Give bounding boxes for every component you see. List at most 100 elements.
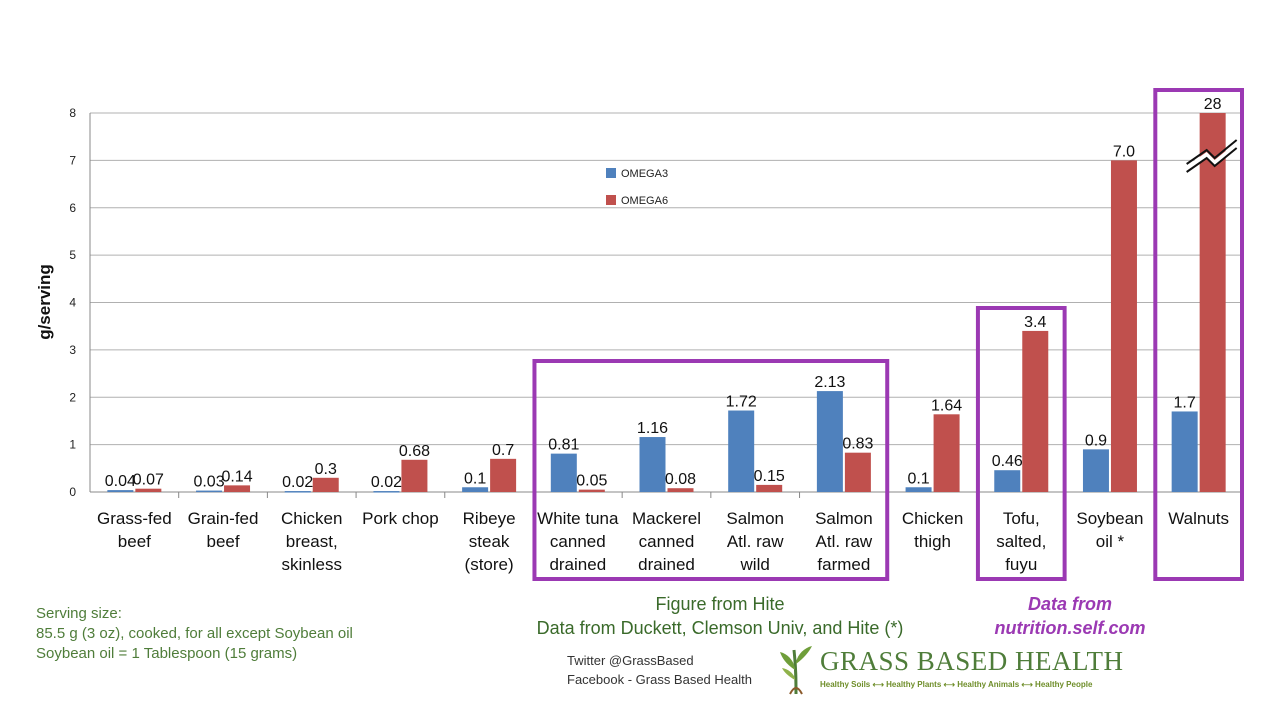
category-label: Pork chop <box>362 509 439 528</box>
omega3-value-label: 0.04 <box>105 473 136 490</box>
category-label: Salmon <box>726 509 784 528</box>
y-tick-label: 8 <box>69 106 76 120</box>
omega6-value-label: 28 <box>1204 96 1222 113</box>
omega6-value-label: 0.05 <box>576 473 607 490</box>
y-tick-label: 7 <box>69 153 76 167</box>
omega3-bar <box>905 487 932 492</box>
category-label: fuyu <box>1005 555 1037 574</box>
omega6-value-label: 0.14 <box>221 468 252 485</box>
omega6-value-label: 7.0 <box>1113 143 1135 160</box>
omega6-value-label: 3.4 <box>1024 314 1046 331</box>
legend: OMEGA3 OMEGA6 <box>606 168 668 207</box>
omega6-value-label: 0.68 <box>399 443 430 460</box>
omega3-bar <box>1082 449 1109 492</box>
logo-title: GRASS BASED HEALTH <box>820 646 1124 676</box>
omega3-bar <box>1171 411 1198 492</box>
break-line <box>1186 147 1238 173</box>
omega6-value-label: 1.64 <box>931 397 962 414</box>
omega3-bar <box>373 491 400 493</box>
omega6-bar <box>312 477 339 492</box>
y-tick-label: 2 <box>69 390 76 404</box>
break-mask <box>1186 142 1237 172</box>
category-label: Tofu, <box>1003 509 1040 528</box>
omega6-bar <box>224 485 251 492</box>
category-label: steak <box>469 532 510 551</box>
omega3-value-label: 0.1 <box>464 470 486 487</box>
category-label: White tuna <box>537 509 619 528</box>
omega3-value-label: 0.1 <box>907 470 929 487</box>
category-label: farmed <box>817 555 870 574</box>
selfcom-line-1: Data from <box>1027 594 1112 614</box>
category-label: Ribeye <box>463 509 516 528</box>
highlight-box <box>532 359 890 581</box>
category-label: Chicken <box>902 509 963 528</box>
legend-omega6-label: OMEGA6 <box>621 195 668 207</box>
category-label: beef <box>118 532 151 551</box>
omega6-bar <box>1199 113 1226 492</box>
omega3-bar <box>107 490 134 492</box>
category-label: drained <box>638 555 695 574</box>
category-label: skinless <box>281 555 341 574</box>
twitter-handle: Twitter @GrassBased <box>567 653 694 668</box>
category-label: canned <box>639 532 695 551</box>
omega6-value-label: 0.07 <box>133 472 164 489</box>
category-label: beef <box>206 532 239 551</box>
grass-sprout-icon <box>780 646 812 695</box>
y-tick-label: 6 <box>69 201 76 215</box>
hite-source-note: Figure from Hite Data from Duckett, Clem… <box>480 592 960 640</box>
omega6-bar <box>578 489 605 492</box>
omega3-bar <box>994 470 1021 492</box>
y-axis-ticks: 0 1 2 3 4 5 6 7 8 <box>69 106 76 499</box>
serving-line: Serving size: <box>36 605 122 622</box>
omega3-value-label: 2.13 <box>814 374 845 391</box>
omega6-value-label: 0.15 <box>754 468 785 485</box>
break-line <box>1186 139 1238 165</box>
highlight-box <box>975 306 1067 581</box>
omega3-bar <box>284 491 311 493</box>
omega6-bar <box>756 484 783 492</box>
omega6-value-label: 0.83 <box>842 436 873 453</box>
category-label: Salmon <box>815 509 873 528</box>
hite-line-2: Data from Duckett, Clemson Univ, and Hit… <box>536 618 904 638</box>
category-label: drained <box>549 555 606 574</box>
omega3-bar <box>196 490 223 493</box>
omega3-bar <box>550 453 577 492</box>
serving-line: 85.5 g (3 oz), cooked, for all except So… <box>36 625 353 642</box>
category-label: thigh <box>914 532 951 551</box>
category-label: Grass-fed <box>97 509 172 528</box>
y-tick-label: 5 <box>69 248 76 262</box>
omega3-value-label: 1.7 <box>1174 394 1196 411</box>
y-tick-label: 0 <box>69 485 76 499</box>
omega3-value-label: 0.46 <box>992 453 1023 470</box>
category-label: Atl. raw <box>816 532 873 551</box>
selfcom-line-2: nutrition.self.com <box>994 618 1146 638</box>
omega3-value-label: 0.02 <box>371 474 402 491</box>
category-labels: Grass-fed beef Grain-fed beef Chicken breast,… <box>97 509 1229 574</box>
omega6-value-label: 0.7 <box>492 442 514 459</box>
highlight-box <box>1153 88 1245 581</box>
value-labels: 0.040.07 0.030.14 0.020.30.020.680.10.7 0.8… <box>105 96 1222 491</box>
category-label: Walnuts <box>1168 509 1229 528</box>
omega6-bar <box>933 414 960 492</box>
omega6-bar <box>1022 330 1049 492</box>
legend-omega6-swatch <box>606 195 616 205</box>
omega3-value-label: 0.02 <box>282 474 313 491</box>
category-label: oil * <box>1096 532 1125 551</box>
omega3-bar <box>462 487 489 492</box>
omega3-value-label: 1.16 <box>637 420 668 437</box>
logo-tagline: Healthy Soils ⟷ Healthy Plants ⟷ Healthy… <box>820 680 1093 689</box>
omega6-bar <box>1110 160 1137 492</box>
omega3-bar <box>639 437 666 492</box>
omega6-bar <box>667 488 694 492</box>
facebook-page: Facebook - Grass Based Health <box>567 672 752 687</box>
grass-based-health-logo: GRASS BASED HEALTH Healthy Soils ⟷ Healt… <box>776 640 1123 696</box>
serving-line: Soybean oil = 1 Tablespoon (15 grams) <box>36 645 298 662</box>
omega6-value-label: 0.08 <box>665 471 696 488</box>
omega6-value-label: 0.3 <box>315 461 337 478</box>
omega3-bar <box>816 391 843 492</box>
omega3-value-label: 1.72 <box>726 394 757 411</box>
omega6-bar <box>490 458 517 492</box>
hite-line-1: Figure from Hite <box>655 594 785 614</box>
selfcom-source-note: Data from nutrition.self.com <box>960 592 1180 640</box>
